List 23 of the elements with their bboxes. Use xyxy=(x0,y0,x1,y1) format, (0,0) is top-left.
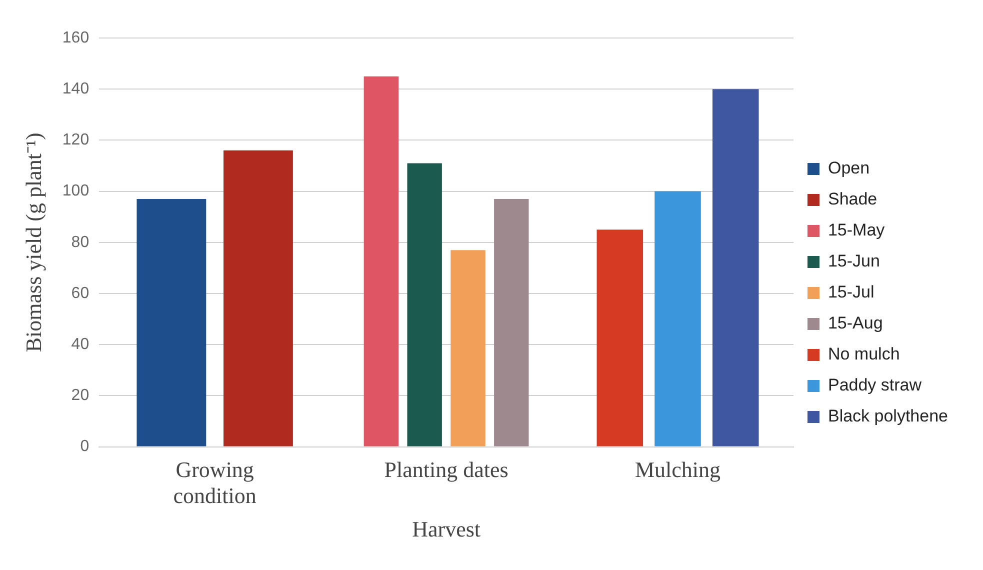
legend-label: No mulch xyxy=(828,344,900,364)
legend-label: Open xyxy=(828,158,870,178)
y-tick-label: 20 xyxy=(71,387,90,404)
y-tick-label: 120 xyxy=(62,132,90,149)
legend-label: 15-Aug xyxy=(828,314,883,333)
y-axis-title: Biomass yield (g plant⁻¹) xyxy=(20,132,46,352)
x-tick-label: Growing condition xyxy=(173,456,256,508)
y-tick-label: 60 xyxy=(71,284,90,302)
y-tick-label: 40 xyxy=(71,336,90,354)
y-tick-label: 80 xyxy=(71,234,90,251)
y-tick-label: 100 xyxy=(62,182,90,200)
legend-label: 15-Jul xyxy=(828,282,874,302)
legend-label: Paddy straw xyxy=(828,376,922,395)
legend-label: Shade xyxy=(828,190,878,209)
legend-label: 15-Jun xyxy=(828,252,880,271)
x-tick-label: Mulching xyxy=(634,456,721,482)
y-tick-label: 160 xyxy=(62,29,90,46)
y-tick-label: 0 xyxy=(80,438,90,456)
y-tick-label: 140 xyxy=(62,80,90,98)
x-axis-title: Harvest xyxy=(412,516,480,542)
legend-label: Black polythene xyxy=(828,406,948,426)
x-tick-label: Planting dates xyxy=(384,456,508,482)
legend-label: 15-May xyxy=(828,220,886,240)
